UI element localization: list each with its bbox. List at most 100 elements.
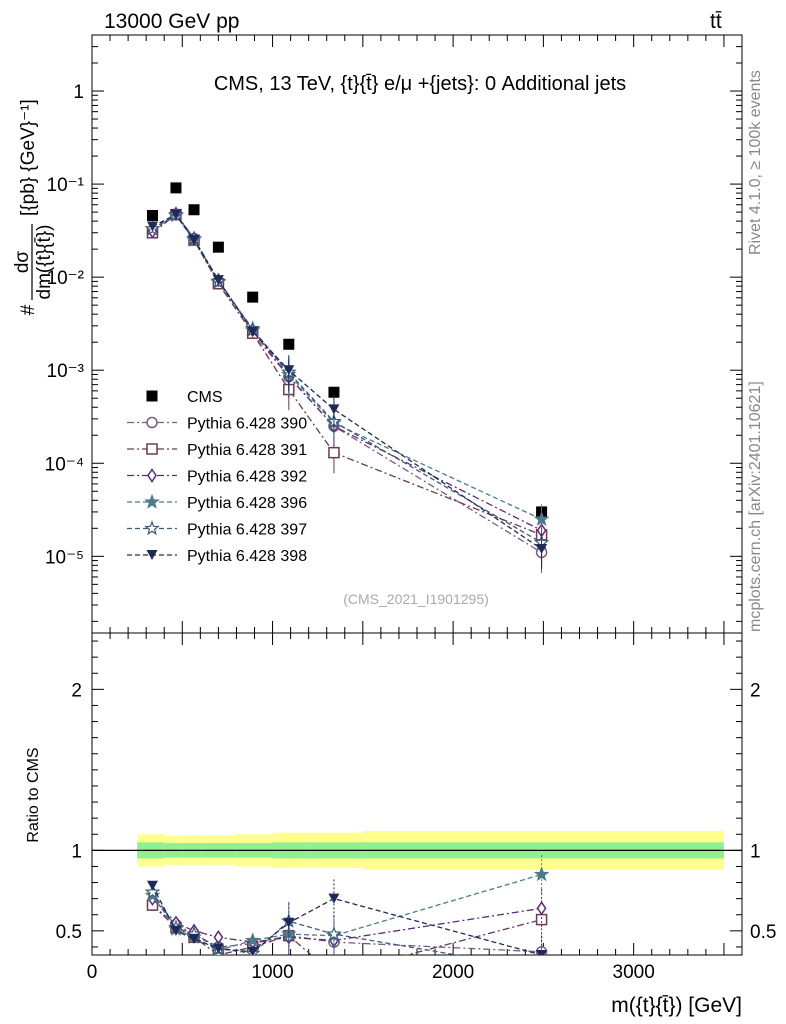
series-s396: [144, 207, 550, 540]
legend-label: Pythia 6.428 390: [187, 416, 307, 433]
legend-marker-s392: [147, 468, 157, 483]
main-axis-ticks: 10⁻⁵ 10⁻⁴ 10⁻³ 10⁻² 10⁻¹ 1: [45, 34, 742, 633]
legend-entry-data: CMS: [146, 389, 223, 406]
legend-entry-s391: Pythia 6.428 391: [127, 442, 307, 459]
legend-entry-s390: Pythia 6.428 390: [127, 416, 307, 433]
ratio-series-s398: [146, 879, 548, 955]
xtick-label: 2000: [432, 962, 474, 983]
ratio-ylabel: Ratio to CMS: [25, 747, 42, 842]
ratio-point-s397-0: [144, 883, 161, 899]
series-line-s391: [152, 213, 542, 536]
main-ytick-label: 1: [73, 82, 84, 103]
series-line-s398: [152, 213, 542, 550]
ratio-point-s398-7: [536, 950, 548, 955]
ratio-line-s397: [151, 891, 461, 955]
ratio-point-s398-5: [283, 917, 295, 928]
ratio-point-s398-6: [328, 893, 340, 904]
mcplots-label: mcplots.cern.ch [arXiv:2401.10621]: [747, 381, 764, 632]
ratio-series-s397: [144, 883, 547, 975]
legend-marker-s398: [146, 550, 158, 560]
ratio-point-s396-7: [533, 866, 550, 882]
ratio-point-s398-3: [212, 943, 224, 954]
ratio-ytick-label: 1: [71, 841, 82, 862]
xtick-label: 1000: [251, 962, 293, 983]
point-s398-1: [170, 209, 182, 220]
ratio-axis-ticks: 0.5 0.5 1 1 2 2 0 1000 2000 3000: [56, 633, 776, 983]
point-s398-6: [328, 404, 340, 415]
ratio-line-s398: [151, 885, 542, 955]
ratio-series: [144, 855, 550, 979]
point-data-4: [247, 291, 259, 303]
point-s398-5: [283, 365, 295, 376]
main-ylabel: # dσ dm({t}{t̄}) [{pb} {GeV}⁻¹]: [12, 99, 55, 315]
legend-marker-s391: [146, 443, 158, 455]
main-ytick-label: 10⁻³: [47, 361, 85, 382]
main-series: [144, 182, 550, 574]
legend-marker-s396: [144, 493, 160, 509]
main-ytick-label: 10⁻¹: [47, 175, 85, 196]
legend-entry-s396: Pythia 6.428 396: [127, 493, 307, 512]
ratio-series-s391: [146, 899, 548, 979]
legend-entry-s392: Pythia 6.428 392: [127, 468, 307, 486]
point-s398-4: [247, 326, 259, 337]
legend: CMS Pythia 6.428 390 Pythia 6.428 391 Pythi…: [127, 389, 307, 565]
ratio-ytick-label: 0.5: [56, 922, 82, 943]
header-energy: 13000 GeV pp: [104, 10, 239, 33]
ylabel-denominator: dm({t}{t̄}): [34, 225, 55, 300]
main-panel-frame: [91, 34, 743, 634]
main-ytick-label: 10⁻²: [47, 268, 85, 289]
ratio-line-s392: [152, 898, 542, 943]
ylabel-unit: [{pb} {GeV}⁻¹]: [18, 99, 39, 216]
legend-label: Pythia 6.428 392: [187, 469, 307, 486]
ratio-point-s398-4: [247, 946, 259, 955]
ratio-ytick-label: 2: [71, 680, 82, 701]
ratio-ytick-label-right: 1: [750, 841, 761, 862]
header-process: tt̄: [710, 10, 722, 33]
main-ytick-label: 10⁻⁴: [45, 454, 84, 475]
ratio-point-s398-1: [170, 925, 182, 936]
point-data-3: [212, 241, 224, 253]
legend-label: Pythia 6.428 391: [187, 442, 307, 459]
analysis-watermark: (CMS_2021_I1901295): [343, 591, 489, 607]
ratio-point-s398-2: [188, 933, 200, 944]
xtick-label: 3000: [613, 962, 655, 983]
main-title: CMS, 13 TeV, {t}{t̄} e/μ +{jets}: 0 Addi…: [214, 73, 626, 95]
ratio-point-s396-4: [244, 932, 261, 948]
ratio-band: [92, 831, 742, 870]
legend-marker-s390: [146, 416, 158, 429]
legend-marker-data: [146, 390, 158, 402]
main-ytick-label: 10⁻⁵: [45, 547, 84, 568]
ratio-series-s390: [146, 899, 548, 955]
legend-label: Pythia 6.428 397: [187, 522, 307, 539]
point-s391-6: [328, 446, 340, 459]
point-data-5: [283, 338, 295, 350]
rivet-label: Rivet 4.1.0, ≥ 100k events: [747, 70, 764, 255]
point-s398-7: [536, 543, 548, 554]
ratio-point-s397-7: [535, 963, 547, 975]
legend-marker-s397: [144, 520, 160, 536]
point-data-6: [328, 386, 340, 398]
point-data-1: [170, 182, 182, 194]
ratio-point-s391-6: [329, 969, 339, 979]
ratio-point-s392-7: [536, 900, 547, 916]
ratio-line-s391: [152, 904, 542, 955]
ratio-ytick-label-right: 0.5: [750, 922, 776, 943]
point-data-0: [146, 209, 158, 221]
series-line-s397: [152, 213, 542, 544]
point-s398-2: [188, 235, 200, 246]
ratio-ytick-label-right: 2: [750, 680, 761, 701]
ratio-point-s391-7: [535, 913, 548, 926]
xtick-label: 0: [87, 962, 98, 983]
ylabel-numerator: dσ: [12, 251, 33, 274]
svg-text:#: #: [18, 304, 39, 315]
ratio-line-s396: [151, 873, 542, 951]
ratio-point-s398-0: [146, 880, 158, 891]
series-data: [146, 182, 548, 518]
point-data-2: [188, 204, 200, 216]
ratio-panel-frame: [91, 632, 743, 956]
x-axis-label: m({t}{t̄}) [GeV]: [611, 994, 742, 1017]
point-s396-7: [533, 511, 550, 527]
legend-label: Pythia 6.428 396: [187, 495, 307, 512]
point-s398-3: [212, 275, 224, 286]
legend-label: CMS: [187, 389, 223, 406]
